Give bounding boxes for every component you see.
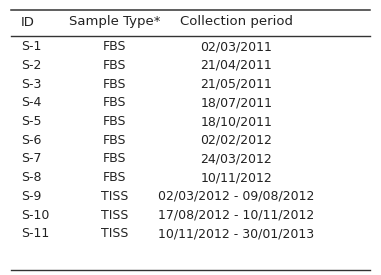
Text: FBS: FBS (102, 96, 126, 109)
Text: 10/11/2012 - 30/01/2013: 10/11/2012 - 30/01/2013 (158, 227, 314, 240)
Text: 02/03/2011: 02/03/2011 (200, 40, 272, 53)
Text: 17/08/2012 - 10/11/2012: 17/08/2012 - 10/11/2012 (158, 208, 314, 222)
Text: FBS: FBS (102, 40, 126, 53)
Text: S-7: S-7 (21, 152, 42, 166)
Text: 10/11/2012: 10/11/2012 (200, 171, 272, 184)
Text: S-1: S-1 (21, 40, 41, 53)
Text: Collection period: Collection period (180, 15, 293, 29)
Text: 24/03/2012: 24/03/2012 (200, 152, 272, 166)
Text: S-3: S-3 (21, 78, 41, 91)
Text: TISS: TISS (101, 190, 128, 203)
Text: S-5: S-5 (21, 115, 42, 128)
Text: S-9: S-9 (21, 190, 41, 203)
Text: 21/05/2011: 21/05/2011 (200, 78, 272, 91)
Text: 02/03/2012 - 09/08/2012: 02/03/2012 - 09/08/2012 (158, 190, 314, 203)
Text: FBS: FBS (102, 171, 126, 184)
Text: 18/07/2011: 18/07/2011 (200, 96, 272, 109)
Text: S-10: S-10 (21, 208, 49, 222)
Text: S-2: S-2 (21, 59, 41, 72)
Text: 18/10/2011: 18/10/2011 (200, 115, 272, 128)
Text: TISS: TISS (101, 227, 128, 240)
Text: FBS: FBS (102, 115, 126, 128)
Text: 21/04/2011: 21/04/2011 (200, 59, 272, 72)
Text: S-6: S-6 (21, 134, 41, 147)
Text: 02/02/2012: 02/02/2012 (200, 134, 272, 147)
Text: FBS: FBS (102, 59, 126, 72)
Text: FBS: FBS (102, 152, 126, 166)
Text: S-11: S-11 (21, 227, 49, 240)
Text: FBS: FBS (102, 134, 126, 147)
Text: FBS: FBS (102, 78, 126, 91)
Text: S-4: S-4 (21, 96, 41, 109)
Text: Sample Type*: Sample Type* (69, 15, 160, 29)
Text: S-8: S-8 (21, 171, 42, 184)
Text: TISS: TISS (101, 208, 128, 222)
Text: ID: ID (21, 15, 35, 29)
